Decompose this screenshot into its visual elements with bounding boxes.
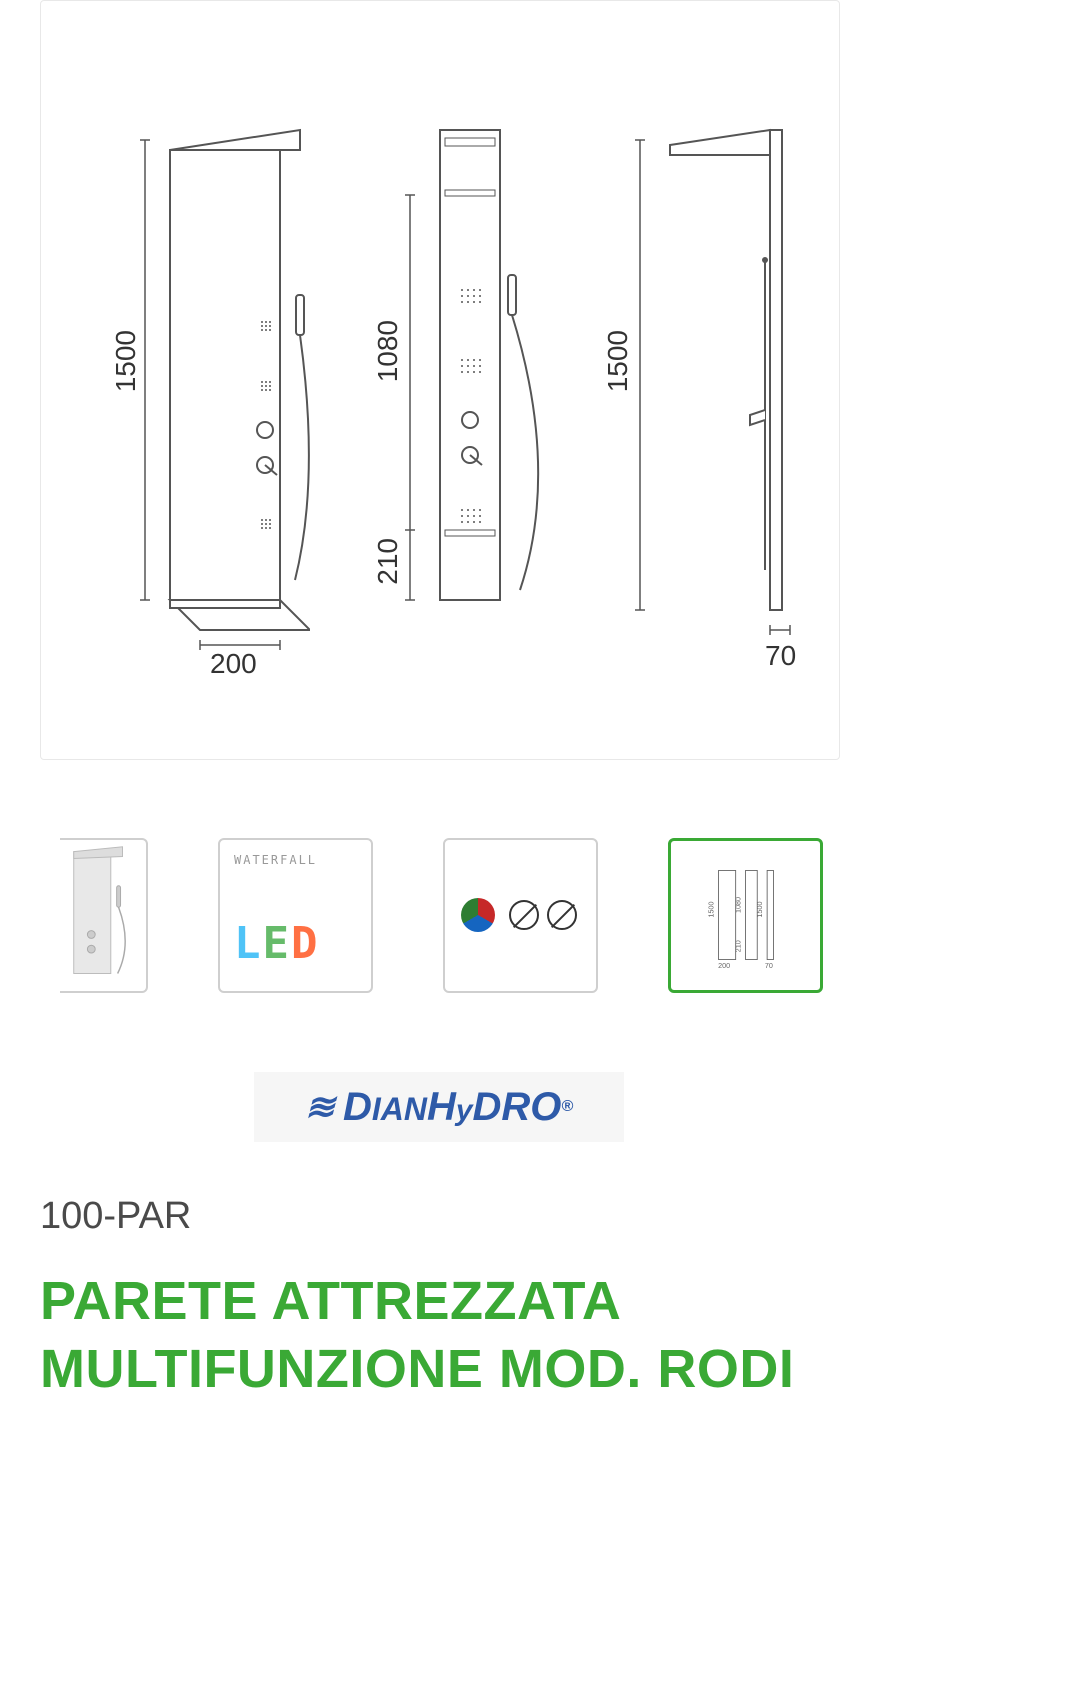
thumbnail-feature-icons[interactable] [443, 838, 598, 993]
no-feature-icon-1 [509, 900, 539, 930]
dim-210-label: 210 [372, 538, 404, 585]
thumb-led-content: WATERFALL LED [224, 844, 367, 987]
main-product-image[interactable]: 1500 200 [40, 0, 840, 760]
technical-diagram: 1500 200 [70, 60, 810, 700]
dim-200-label: 200 [210, 648, 257, 680]
thumbnail-product-photo[interactable] [60, 838, 148, 993]
dim-1080-label: 1080 [372, 320, 404, 382]
dim-1500-label: 1500 [110, 330, 142, 392]
thumb-photo-content [64, 844, 142, 987]
waterfall-text: WATERFALL [234, 854, 317, 867]
thumbnail-waterfall-led[interactable]: WATERFALL LED [218, 838, 373, 993]
product-sku: 100-PAR [40, 1195, 191, 1238]
diagram-side-view: 1500 70 [610, 100, 810, 660]
thumbnail-dimensions-diagram[interactable]: 1500 200 1080 210 1500 70 [668, 838, 823, 993]
thumbnail-strip: WATERFALL LED 1500 200 1080 [40, 835, 840, 995]
diagram-flat-view: 1080 210 [350, 100, 590, 660]
no-feature-icon-2 [547, 900, 577, 930]
diagram-front-view: 1500 200 [110, 100, 310, 660]
color-wheel-icon [461, 898, 495, 932]
product-title: PARETE ATTREZZATA MULTIFUNZIONE MOD. ROD… [40, 1268, 840, 1403]
led-text: LED [234, 918, 320, 969]
thumb-diagram-content: 1500 200 1080 210 1500 70 [675, 845, 816, 986]
thumb-icons-content [449, 844, 592, 987]
wave-icon: ≋ [305, 1086, 335, 1128]
brand-name-text: DIANHyDRO [343, 1085, 561, 1130]
brand-logo[interactable]: ≋ DIANHyDRO ® [254, 1072, 624, 1142]
registered-mark: ® [561, 1098, 573, 1116]
dim-70-label: 70 [765, 640, 796, 672]
dim-side-1500-label: 1500 [602, 330, 634, 392]
